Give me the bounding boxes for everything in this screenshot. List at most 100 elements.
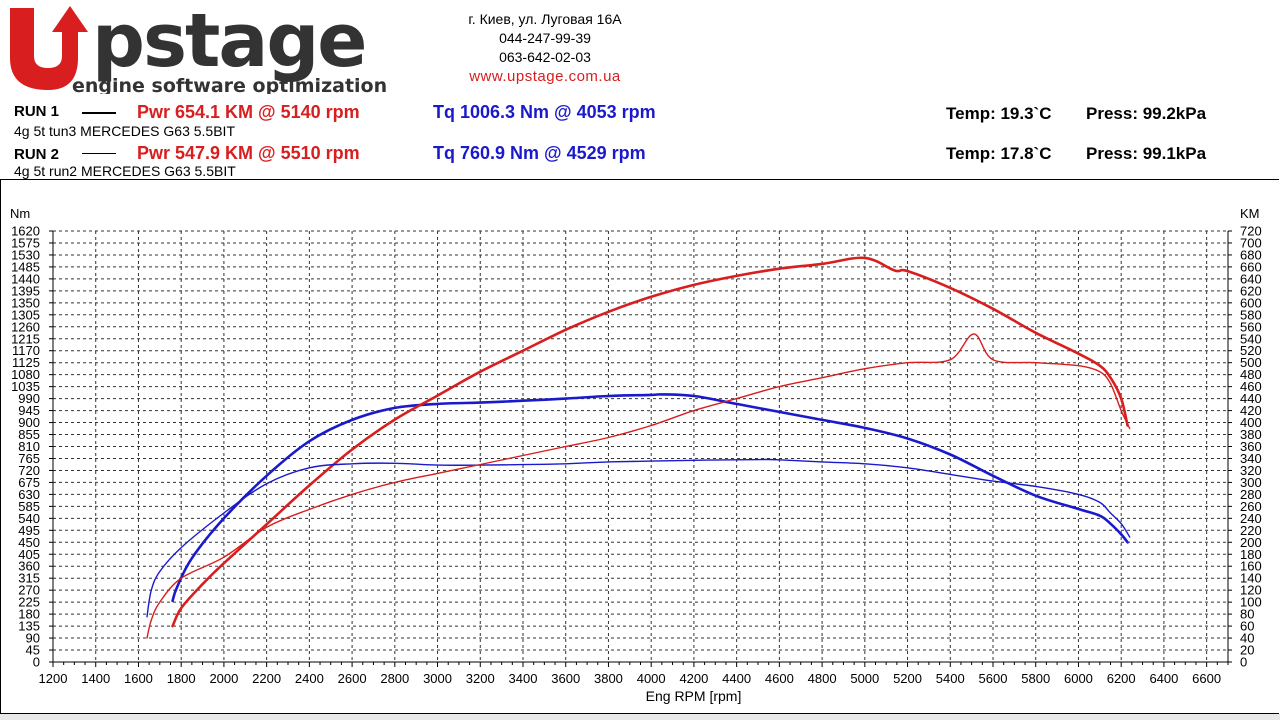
x-tick-label: 4600: [765, 671, 794, 686]
x-tick-label: 2200: [252, 671, 281, 686]
y-right-tick-label: 120: [1240, 583, 1262, 598]
svg-text:pstage: pstage: [92, 2, 366, 84]
contact-block: г. Киев, ул. Луговая 16А 044-247-99-39 0…: [440, 10, 650, 86]
y-left-tick-label: 1485: [11, 259, 40, 274]
x-axis-title: Eng RPM [rpm]: [646, 688, 742, 704]
y-right-tick-label: 420: [1240, 403, 1262, 418]
series-line-tq-run-1: [171, 393, 1129, 603]
phone-2: 063-642-02-03: [499, 49, 591, 65]
x-tick-label: 5400: [936, 671, 965, 686]
y-left-tick-label: 135: [18, 619, 40, 634]
y-left-tick-label: 990: [18, 391, 40, 406]
y-left-tick-label: 1035: [11, 379, 40, 394]
y-left-tick-label: 450: [18, 535, 40, 550]
x-tick-label: 5000: [850, 671, 879, 686]
x-tick-label: 3200: [466, 671, 495, 686]
y-right-tick-label: 340: [1240, 451, 1262, 466]
address: г. Киев, ул. Луговая 16А: [468, 11, 622, 27]
y-right-tick-label: 20: [1240, 643, 1254, 658]
y-right-tick-label: 240: [1240, 511, 1262, 526]
y-right-tick-label: 80: [1240, 607, 1254, 622]
y-left-tick-label: 810: [18, 439, 40, 454]
y-left-tick-label: 45: [26, 643, 40, 658]
y-left-tick-label: 1170: [12, 343, 40, 358]
x-tick-label: 5600: [979, 671, 1008, 686]
x-tick-label: 2400: [295, 671, 324, 686]
y-left-tick-label: 1350: [11, 295, 40, 310]
x-tick-label: 6600: [1192, 671, 1221, 686]
y-right-tick-label: 60: [1240, 619, 1254, 634]
y-left-tick-label: 945: [18, 403, 40, 418]
y-left-tick-label: 720: [18, 463, 40, 478]
x-tick-label: 3000: [423, 671, 452, 686]
y-left-tick-label: 495: [18, 523, 40, 538]
y-right-tick-label: 520: [1240, 343, 1262, 358]
run1-line-legend: [82, 112, 116, 114]
y-right-tick-label: 180: [1240, 547, 1262, 562]
run2-label: RUN 2: [14, 146, 60, 163]
series-line-pwr-run-1: [171, 256, 1129, 628]
y-left-tick-label: 630: [18, 487, 40, 502]
run2-press: Press: 99.1kPa: [1086, 144, 1207, 163]
y-right-tick-label: 320: [1240, 463, 1262, 478]
y-right-axis-title: KM: [1240, 206, 1260, 221]
y-right-tick-label: 720: [1240, 224, 1262, 239]
y-left-tick-label: 1260: [11, 319, 40, 334]
x-tick-label: 2600: [338, 671, 367, 686]
run1-press: Press: 99.2kPa: [1086, 104, 1207, 123]
y-left-tick-label: 675: [18, 475, 40, 490]
y-left-tick-label: 585: [18, 499, 40, 514]
x-tick-label: 2800: [380, 671, 409, 686]
y-left-tick-label: 90: [26, 631, 40, 646]
x-tick-label: 3400: [509, 671, 538, 686]
y-right-tick-label: 220: [1240, 523, 1262, 538]
x-tick-label: 1200: [39, 671, 68, 686]
run2-power-peak: Pwr 547.9 KM @ 5510 rpm: [137, 143, 360, 163]
y-left-tick-label: 1395: [11, 283, 40, 298]
run1-temp: Temp: 19.3`C: [946, 104, 1052, 123]
website: www.upstage.com.ua: [469, 68, 621, 85]
bottom-scroll-strip: [0, 714, 1280, 720]
y-left-tick-label: 1530: [11, 247, 40, 262]
y-right-tick-label: 380: [1240, 427, 1262, 442]
x-tick-label: 3600: [551, 671, 580, 686]
x-tick-label: 1800: [167, 671, 196, 686]
y-right-tick-label: 540: [1240, 331, 1262, 346]
y-left-tick-label: 315: [18, 571, 40, 586]
y-right-tick-label: 500: [1240, 355, 1262, 370]
y-left-tick-label: 900: [18, 415, 40, 430]
y-left-tick-label: 270: [18, 583, 40, 598]
y-left-tick-label: 540: [18, 511, 40, 526]
y-right-tick-label: 460: [1240, 379, 1262, 394]
y-right-tick-label: 660: [1240, 259, 1262, 274]
y-left-tick-label: 765: [18, 451, 40, 466]
x-tick-label: 1600: [124, 671, 153, 686]
y-left-tick-label: 1620: [11, 224, 40, 239]
y-right-tick-label: 100: [1240, 595, 1262, 610]
y-right-tick-label: 400: [1240, 415, 1262, 430]
tagline: engine software optimization: [72, 75, 387, 94]
y-left-tick-label: 225: [18, 595, 40, 610]
upstage-logo: pstage engine software optimization: [8, 2, 408, 94]
x-tick-label: 4200: [679, 671, 708, 686]
y-left-tick-label: 1440: [11, 271, 40, 286]
run1-torque-peak: Tq 1006.3 Nm @ 4053 rpm: [433, 102, 656, 122]
y-right-tick-label: 260: [1240, 499, 1262, 514]
run1-description: 4g 5t tun3 MERCEDES G63 5.5BIT: [14, 123, 235, 139]
phone-1: 044-247-99-39: [499, 30, 591, 46]
y-right-tick-label: 600: [1240, 295, 1262, 310]
x-tick-label: 5800: [1021, 671, 1050, 686]
run2-torque-peak: Tq 760.9 Nm @ 4529 rpm: [433, 143, 646, 163]
y-right-tick-label: 160: [1240, 559, 1262, 574]
run2-description: 4g 5t run2 MERCEDES G63 5.5BIT: [14, 163, 236, 179]
y-right-tick-label: 200: [1240, 535, 1262, 550]
x-tick-label: 6200: [1107, 671, 1136, 686]
y-left-tick-label: 360: [18, 559, 40, 574]
x-tick-label: 4000: [637, 671, 666, 686]
x-tick-label: 6000: [1064, 671, 1093, 686]
x-tick-label: 4400: [722, 671, 751, 686]
y-right-tick-label: 300: [1240, 475, 1262, 490]
chart-frame: [0, 179, 1279, 714]
y-right-tick-label: 680: [1240, 247, 1262, 262]
